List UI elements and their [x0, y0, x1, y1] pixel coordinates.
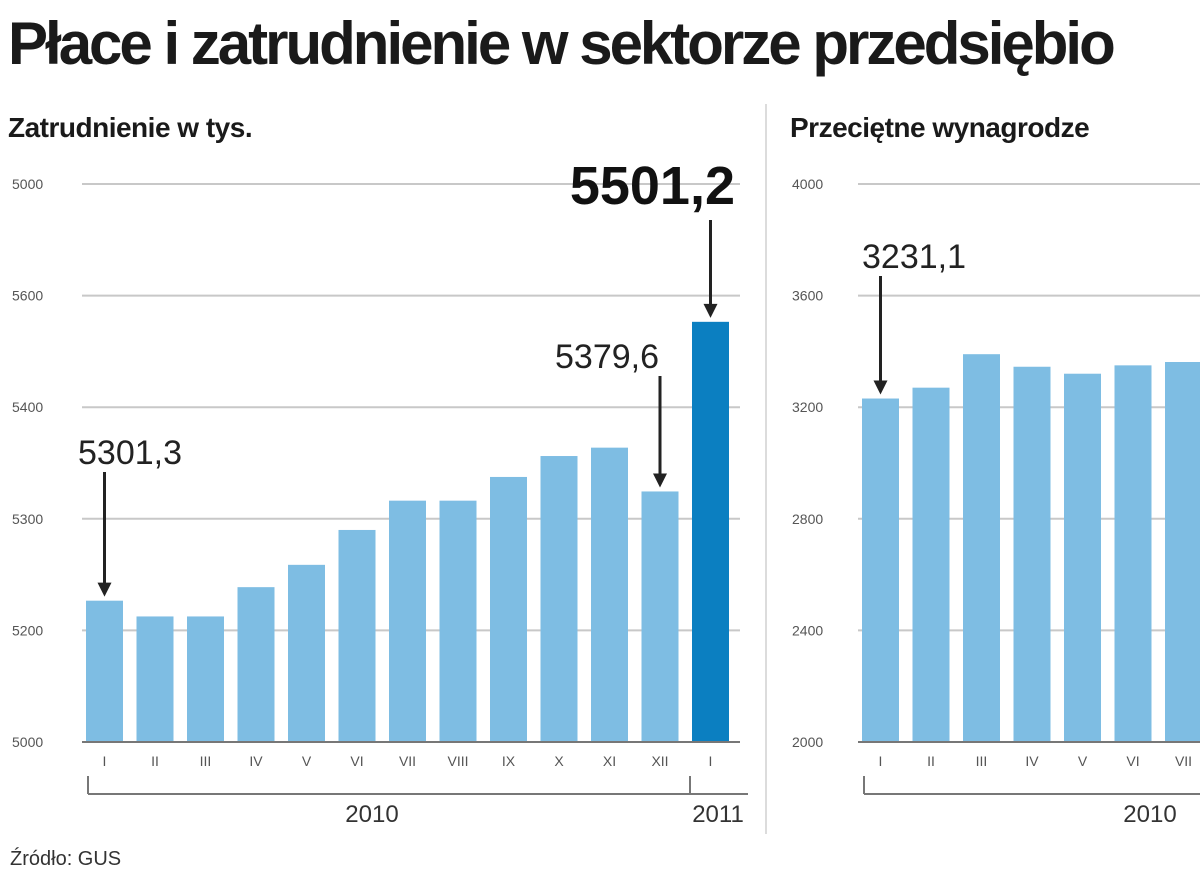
x-tick-label: II — [927, 753, 935, 769]
year-label: 2011 — [692, 801, 744, 828]
page-title: Płace i zatrudnienie w sektorze przedsię… — [8, 10, 1116, 77]
y-tick-label: 5200 — [12, 622, 43, 638]
bar-3 — [963, 354, 1000, 742]
annotation-arrowhead — [703, 303, 718, 318]
bar-4 — [237, 587, 275, 742]
year-label: 2010 — [1123, 801, 1176, 828]
x-tick-label: VII — [1175, 753, 1192, 769]
x-tick-label: III — [976, 753, 988, 769]
bar-3 — [187, 616, 224, 742]
year-label: 2010 — [345, 801, 398, 828]
source-note: Źródło: GUS — [10, 848, 122, 870]
x-tick-label: III — [200, 753, 212, 769]
x-tick-label: IV — [1025, 753, 1039, 769]
y-tick-label: 3600 — [792, 288, 823, 304]
y-tick-label: 2400 — [792, 622, 823, 638]
value-annotation: 3231,1 — [862, 238, 966, 276]
x-tick-label: I — [879, 753, 883, 769]
bar-5 — [1064, 373, 1101, 742]
y-tick-label: 5600 — [12, 288, 43, 304]
x-tick-label: X — [554, 753, 564, 769]
right-chart-title: Przeciętne wynagrodze — [790, 112, 1090, 143]
bar-1 — [862, 398, 899, 742]
annotation-arrowhead — [873, 380, 888, 395]
bar-8 — [439, 500, 477, 742]
x-tick-label: VIII — [447, 753, 468, 769]
bar-2 — [912, 387, 950, 742]
x-tick-label: XI — [603, 753, 616, 769]
bar-2 — [136, 616, 174, 742]
value-annotation: 5501,2 — [570, 156, 735, 216]
y-tick-label: 5000 — [12, 176, 43, 192]
bar-7 — [1165, 362, 1200, 742]
x-tick-label: V — [1078, 753, 1088, 769]
y-tick-label: 3200 — [792, 399, 823, 415]
left-chart-title: Zatrudnienie w tys. — [8, 112, 253, 143]
x-tick-label: I — [103, 753, 107, 769]
bar-13 — [692, 321, 729, 742]
bar-6 — [1114, 365, 1152, 742]
bar-11 — [591, 447, 628, 742]
value-annotation: 5379,6 — [555, 338, 659, 376]
annotation-arrowhead — [653, 473, 667, 488]
bar-4 — [1013, 366, 1051, 742]
bar-1 — [86, 600, 123, 742]
x-tick-label: VI — [350, 753, 363, 769]
y-tick-label: 5300 — [12, 511, 43, 527]
x-tick-label: I — [709, 753, 713, 769]
x-tick-label: IX — [502, 753, 516, 769]
x-tick-label: IV — [249, 753, 263, 769]
x-tick-label: VI — [1126, 753, 1139, 769]
bar-6 — [338, 529, 376, 742]
bar-12 — [641, 491, 679, 742]
chart-divider — [765, 104, 767, 834]
y-tick-label: 2000 — [792, 734, 823, 750]
y-tick-label: 2800 — [792, 511, 823, 527]
bar-10 — [540, 456, 578, 742]
x-tick-label: XII — [651, 753, 668, 769]
x-tick-label: V — [302, 753, 312, 769]
y-tick-label: 5000 — [12, 734, 43, 750]
annotation-arrowhead — [97, 582, 112, 597]
y-tick-label: 5400 — [12, 399, 43, 415]
bar-9 — [490, 476, 527, 742]
x-tick-label: VII — [399, 753, 416, 769]
x-tick-label: II — [151, 753, 159, 769]
bar-7 — [389, 500, 426, 742]
bar-5 — [288, 564, 325, 742]
y-tick-label: 4000 — [792, 176, 823, 192]
value-annotation: 5301,3 — [78, 434, 182, 472]
